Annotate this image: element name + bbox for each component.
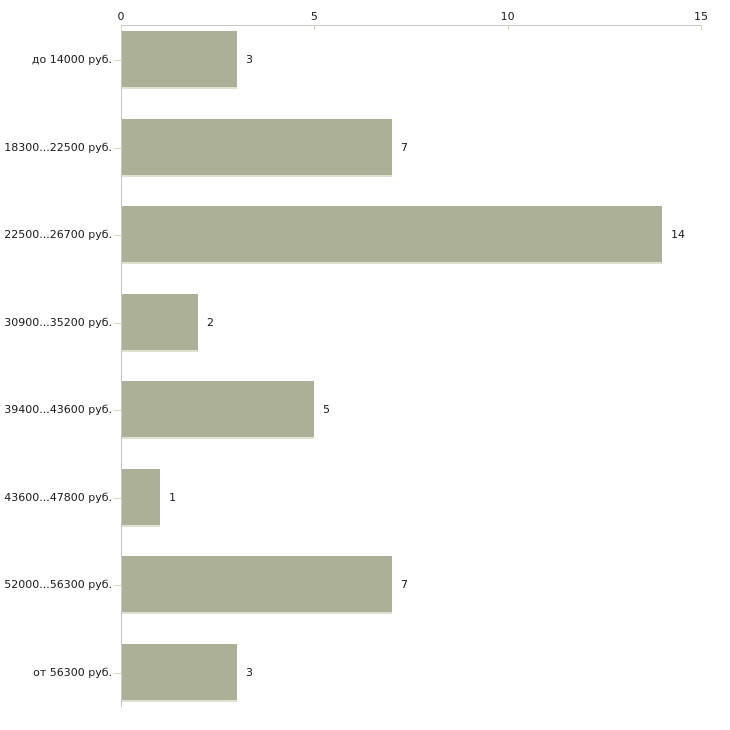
category-label: 52000...56300 руб. xyxy=(4,578,112,591)
bar-value-label: 2 xyxy=(207,316,214,329)
x-axis-tick-label: 10 xyxy=(500,10,515,23)
bar xyxy=(122,381,314,439)
x-axis-line xyxy=(121,25,701,26)
category-label: 43600...47800 руб. xyxy=(4,491,112,504)
x-axis-tick-mark xyxy=(508,25,509,30)
x-axis-tick-mark xyxy=(314,25,315,30)
bar-value-label: 1 xyxy=(169,491,176,504)
category-tick-mark xyxy=(114,498,121,499)
category-label: 18300...22500 руб. xyxy=(4,141,112,154)
bar-value-label: 3 xyxy=(246,53,253,66)
category-label: 39400...43600 руб. xyxy=(4,403,112,416)
bar xyxy=(122,644,237,702)
category-tick-mark xyxy=(114,235,121,236)
x-axis-tick-mark xyxy=(701,25,702,30)
x-axis-tick-label: 5 xyxy=(310,10,318,23)
x-axis-tick-label: 15 xyxy=(694,10,708,23)
bar-value-label: 14 xyxy=(671,228,685,241)
category-label: 30900...35200 руб. xyxy=(4,316,112,329)
category-tick-mark xyxy=(114,60,121,61)
bar-value-label: 7 xyxy=(401,578,408,591)
x-axis-tick-label: 0 xyxy=(117,10,125,23)
y-axis-line xyxy=(121,25,122,707)
bar xyxy=(122,469,160,527)
bar xyxy=(122,294,198,352)
category-tick-mark xyxy=(114,585,121,586)
x-axis-tick-mark xyxy=(121,25,122,30)
bar-value-label: 7 xyxy=(401,141,408,154)
bar xyxy=(122,119,392,177)
bar xyxy=(122,31,237,89)
category-tick-mark xyxy=(114,323,121,324)
bar-value-label: 5 xyxy=(323,403,330,416)
category-label: до 14000 руб. xyxy=(31,53,112,66)
category-tick-mark xyxy=(114,148,121,149)
category-tick-mark xyxy=(114,410,121,411)
category-tick-mark xyxy=(114,673,121,674)
bar-value-label: 3 xyxy=(246,666,253,679)
bar xyxy=(122,206,662,264)
category-label: от 56300 руб. xyxy=(33,666,112,679)
bar xyxy=(122,556,392,614)
category-label: 22500...26700 руб. xyxy=(4,228,112,241)
